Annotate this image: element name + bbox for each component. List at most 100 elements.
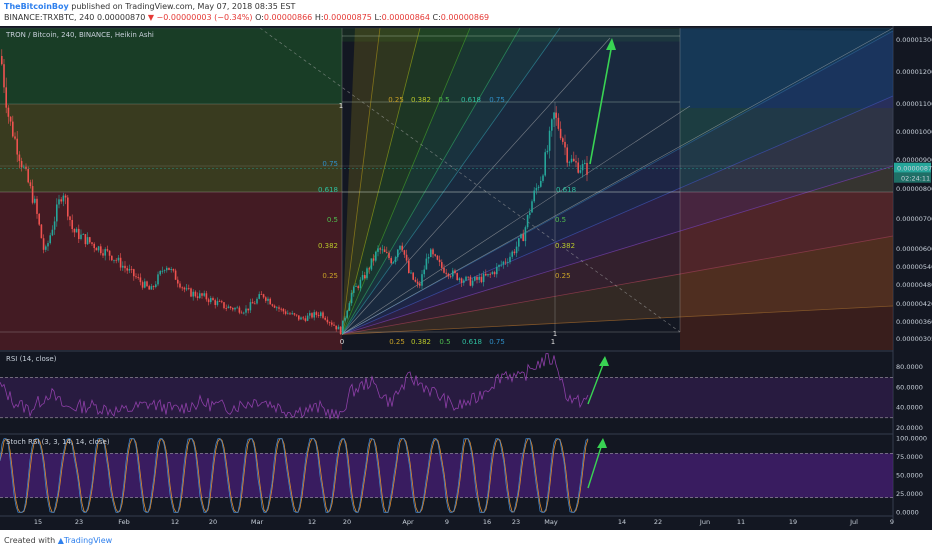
candle-body [60,199,62,202]
candle [410,270,412,275]
candle [45,244,47,253]
candle-body [478,276,480,280]
candle-body [372,258,375,261]
candle-body [3,64,5,88]
candle [190,287,192,298]
x-axis-label: 23 [512,518,520,526]
candle [551,118,553,137]
tradingview-link[interactable]: TradingView [63,536,113,545]
x-axis-label: 9 [890,518,894,526]
candle [1,49,3,66]
candle [419,280,421,289]
candle [102,249,104,258]
candle [155,281,157,289]
candle [306,312,309,322]
candle [546,145,549,155]
price-axis-label: 0.00001300 [896,36,932,44]
symbol-line: BINANCE:TRXBTC, 240 [4,13,95,22]
candle-body [522,234,524,242]
candle [500,260,502,267]
candle-body [276,307,278,309]
candle [111,255,113,262]
candle-body [320,312,322,316]
candle [434,253,436,257]
fan-line [341,95,894,335]
x-axis-label: May [544,518,558,526]
candle-body [300,317,302,320]
candle [489,272,491,279]
fan-line [341,27,521,335]
fan-line [341,165,894,335]
candle [480,273,483,284]
candle-body [401,245,403,251]
candle-body [91,242,93,244]
candle-body [267,298,269,301]
candle [168,267,170,271]
candle-body [315,312,318,315]
open-value: 0.00000866 [263,13,313,22]
candle-body [133,269,135,277]
countdown-tag [894,172,931,183]
candle-body [364,275,366,279]
candle [313,309,315,321]
candle-body [148,286,150,290]
candle-body [190,288,192,297]
candle [221,299,223,304]
author-link[interactable]: TheBitcoinBoy [4,2,69,11]
candle-body [410,272,412,274]
candle [29,179,32,189]
rsi-axis-label: 40.0000 [896,404,923,412]
candle-body [75,228,78,233]
candle-body [421,274,423,286]
fan-line [341,27,421,335]
candle [555,106,557,126]
candle-body [430,249,432,257]
candle [573,151,575,162]
candle-body [557,117,560,129]
candle [515,241,518,257]
tradingview-logo[interactable]: ▲TradingView [57,536,113,545]
candle-body [359,279,362,289]
candle-body [443,267,445,273]
candle [188,284,190,291]
stoch-axis-label: 50.0000 [896,472,923,480]
candle-body [370,258,373,270]
candle [298,315,300,322]
candle-body [333,324,335,326]
candle-body [172,269,175,271]
candle [432,247,434,258]
candle-body [243,312,245,314]
candle-body [265,297,267,301]
price-axis-label: 0.00000800 [896,185,932,193]
candle [234,307,236,312]
candle [467,276,469,281]
candle [366,266,368,280]
candle-body [447,273,450,277]
candle [27,166,29,184]
rsi-axis-label: 80.0000 [896,363,923,371]
x-axis-label: Feb [118,518,130,526]
candle [522,229,524,242]
candle-body [546,150,549,153]
x-axis-label: 11 [737,518,745,526]
candle-body [465,276,467,281]
candle [20,157,23,172]
candle [5,77,7,114]
candle [254,300,256,305]
candle-body [192,291,194,297]
candle [300,316,302,320]
price-axis-label: 0.00000900 [896,156,932,164]
candle [243,311,245,315]
low-label: L: [374,13,382,22]
stoch-axis-label: 75.0000 [896,453,923,461]
candle-body [199,293,201,298]
candle [95,247,98,251]
x-axis-label: 9 [445,518,449,526]
chart-canvas[interactable]: 0 0.25 0.382 0.5 0.618 0.75 1 0.25 0.382 0.5 0.618… [0,26,932,530]
candle-body [302,317,304,319]
candle-body [529,212,531,216]
candle-body [236,307,238,309]
candle-body [234,307,236,310]
candle-body [489,273,491,275]
candle-body [295,314,298,316]
